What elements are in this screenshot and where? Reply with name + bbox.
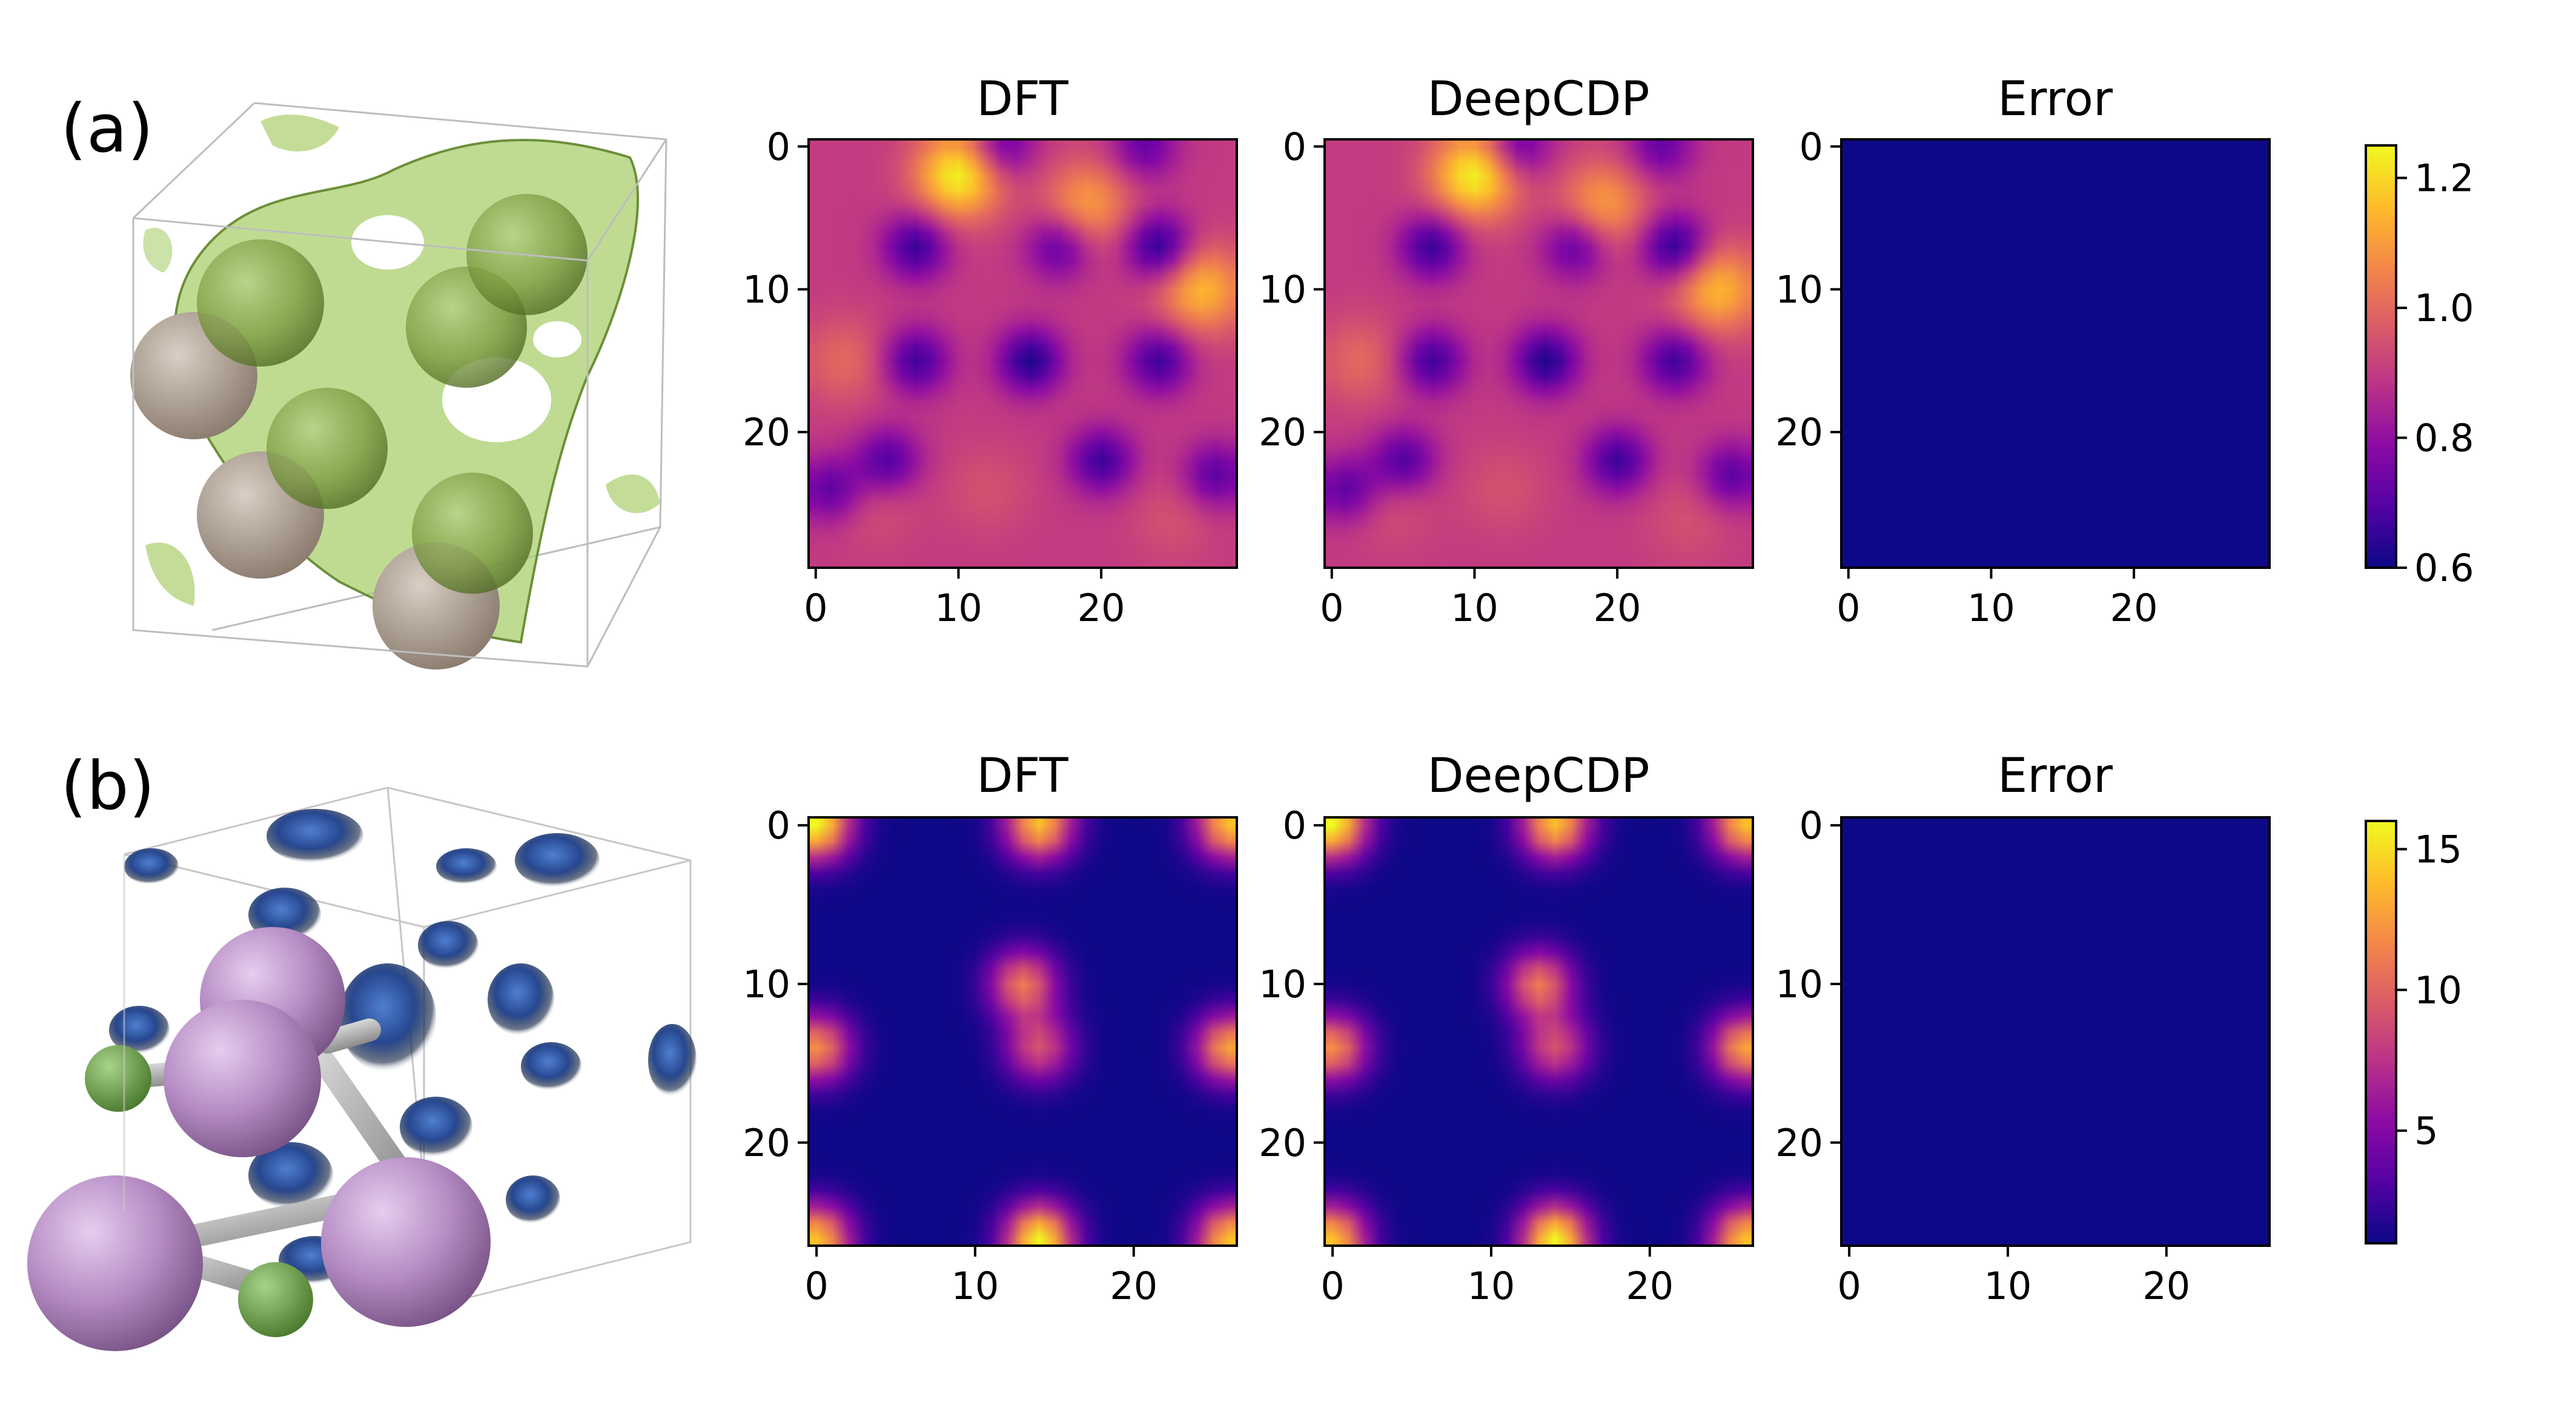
x-tick-label: 0	[1320, 586, 1343, 630]
y-tick-label: 10	[743, 267, 790, 311]
heatmap-image	[1841, 817, 2270, 1246]
x-tick-label: 0	[1836, 586, 1860, 630]
heatmap-a-dft: 0 10 20 0 10 20	[743, 125, 1238, 630]
heatmap-image	[809, 817, 1237, 1246]
x-tick-label: 0	[1320, 1264, 1344, 1308]
heatmap-image	[1325, 139, 1753, 568]
heatmap-b-deepcdp: 0 10 20 0 10 20	[1259, 803, 1754, 1308]
x-tick-label: 10	[1451, 586, 1498, 630]
x-tick-label: 10	[935, 586, 982, 630]
y-tick-label: 20	[743, 410, 790, 454]
heatmap-image	[1841, 139, 2270, 568]
heatmap-b-error: 0 10 20 0 10 20	[1775, 803, 2271, 1308]
x-tick-label: 20	[2110, 586, 2158, 630]
colorbar-tick-label: 0.6	[2414, 546, 2474, 590]
colorbar-a: 0.6 0.8 1.0 1.2	[2365, 144, 2474, 590]
y-tick-label: 10	[743, 962, 790, 1006]
y-tick-label: 20	[1259, 410, 1306, 454]
map-title-a-deepcdp: DeepCDP	[1427, 72, 1649, 127]
colorbar-tick-label: 0.8	[2414, 416, 2474, 460]
y-tick-label: 20	[1775, 410, 1823, 454]
colorbar-tick-label: 5	[2414, 1109, 2438, 1153]
x-tick-label: 20	[1078, 586, 1125, 630]
colorbar-tick-label: 1.0	[2414, 286, 2474, 330]
map-title-a-dft: DFT	[976, 72, 1068, 127]
y-tick-label: 0	[767, 125, 790, 169]
y-tick-label: 10	[1775, 962, 1823, 1006]
colorbar-b: 5 10 15	[2365, 820, 2462, 1245]
map-title-b-deepcdp: DeepCDP	[1427, 749, 1649, 803]
colorbar-tick-label: 1.2	[2414, 156, 2474, 201]
y-tick-label: 10	[1259, 267, 1306, 311]
y-tick-label: 20	[743, 1121, 790, 1165]
x-tick-label: 10	[951, 1264, 999, 1308]
heatmap-a-error: 0 10 20 0 10 20	[1775, 125, 2271, 630]
heatmap-image	[809, 139, 1237, 568]
x-tick-label: 20	[1626, 1264, 1674, 1308]
map-title-b-dft: DFT	[976, 749, 1068, 803]
x-tick-label: 20	[1594, 586, 1641, 630]
structure-render-b	[27, 786, 697, 1351]
y-tick-label: 20	[1775, 1121, 1823, 1165]
colorbar-tick-label: 10	[2414, 968, 2462, 1012]
x-tick-label: 0	[1837, 1264, 1861, 1308]
map-title-b-error: Error	[1998, 749, 2113, 803]
y-tick-label: 10	[1259, 962, 1306, 1006]
heatmap-a-deepcdp: 0 10 20 0 10 20	[1259, 125, 1754, 630]
x-tick-label: 10	[1467, 1264, 1515, 1308]
x-tick-label: 10	[1984, 1264, 2031, 1308]
map-title-a-error: Error	[1998, 72, 2113, 127]
y-tick-label: 10	[1775, 267, 1823, 311]
x-tick-label: 20	[1110, 1264, 1157, 1308]
y-tick-label: 0	[1800, 125, 1823, 169]
colorbar-gradient	[2366, 821, 2396, 1243]
panel-label-b: (b)	[61, 747, 155, 825]
colorbar-gradient	[2366, 145, 2396, 568]
y-tick-label: 20	[1259, 1121, 1306, 1165]
x-tick-label: 0	[804, 1264, 828, 1308]
y-tick-label: 0	[1283, 803, 1306, 848]
x-tick-label: 20	[2142, 1264, 2190, 1308]
panel-label-a: (a)	[61, 90, 153, 167]
heatmap-image	[1325, 817, 1753, 1246]
y-tick-label: 0	[1800, 803, 1823, 848]
y-tick-label: 0	[1283, 125, 1306, 169]
x-tick-label: 0	[804, 586, 827, 630]
structure-render-a	[130, 102, 667, 670]
heatmap-b-dft: 0 10 20 0 10 20	[743, 803, 1238, 1308]
x-tick-label: 10	[1967, 586, 2015, 630]
colorbar-tick-label: 15	[2414, 827, 2462, 871]
y-tick-label: 0	[767, 803, 790, 848]
